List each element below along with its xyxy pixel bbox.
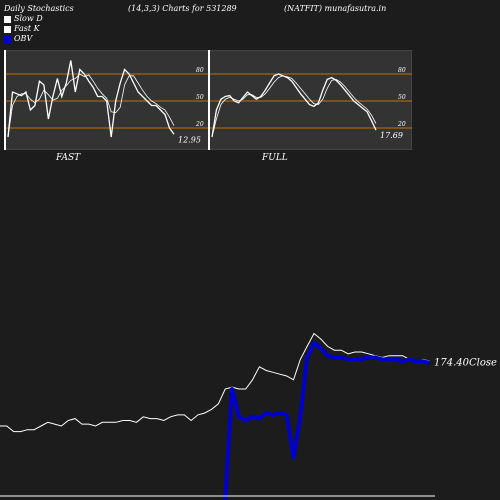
close-price-line <box>0 332 431 433</box>
legend-slow-d: Slow D <box>4 14 43 24</box>
fast-k-line <box>211 73 377 138</box>
slow-d-line <box>211 75 377 138</box>
last-value-label: 17.69 <box>380 131 403 140</box>
chart-title: Daily Stochastics <box>4 4 74 13</box>
fast-panel-label: FAST <box>56 153 81 163</box>
legend-fast-k: Fast K <box>4 24 40 34</box>
legend-label: Fast K <box>14 24 40 33</box>
tick-label: 20 <box>397 121 406 128</box>
full-stochastic-panel: 80 50 20 17.69 <box>208 50 412 150</box>
panel-edge <box>4 50 6 150</box>
tick-label: 50 <box>398 94 406 101</box>
fast-stochastic-panel: 80 50 20 12.95 <box>4 50 210 150</box>
legend-label: Slow D <box>14 14 43 23</box>
legend-obv: OBV <box>4 34 32 44</box>
legend-label: OBV <box>14 34 33 43</box>
chart-symbol: (NATFIT) munafasutra.in <box>284 4 387 13</box>
obv-swatch <box>4 35 11 43</box>
price-obv-panel: 174.40Close <box>0 332 497 500</box>
tick-label: 20 <box>195 121 204 128</box>
fast-k-line <box>7 60 175 138</box>
tick-label: 80 <box>196 67 204 74</box>
slow-d-swatch <box>4 15 11 23</box>
slow-d-line <box>7 73 175 138</box>
tick-label: 80 <box>398 67 406 74</box>
full-panel-label: FULL <box>262 153 288 163</box>
close-value-label: 174.40Close <box>434 357 497 368</box>
tick-label: 50 <box>196 94 204 101</box>
chart-params: (14,3,3) Charts for 531289 <box>128 4 237 13</box>
obv-line <box>223 340 431 500</box>
fast-k-swatch <box>4 25 11 33</box>
panel-edge <box>208 50 210 150</box>
last-value-label: 12.95 <box>178 135 201 144</box>
